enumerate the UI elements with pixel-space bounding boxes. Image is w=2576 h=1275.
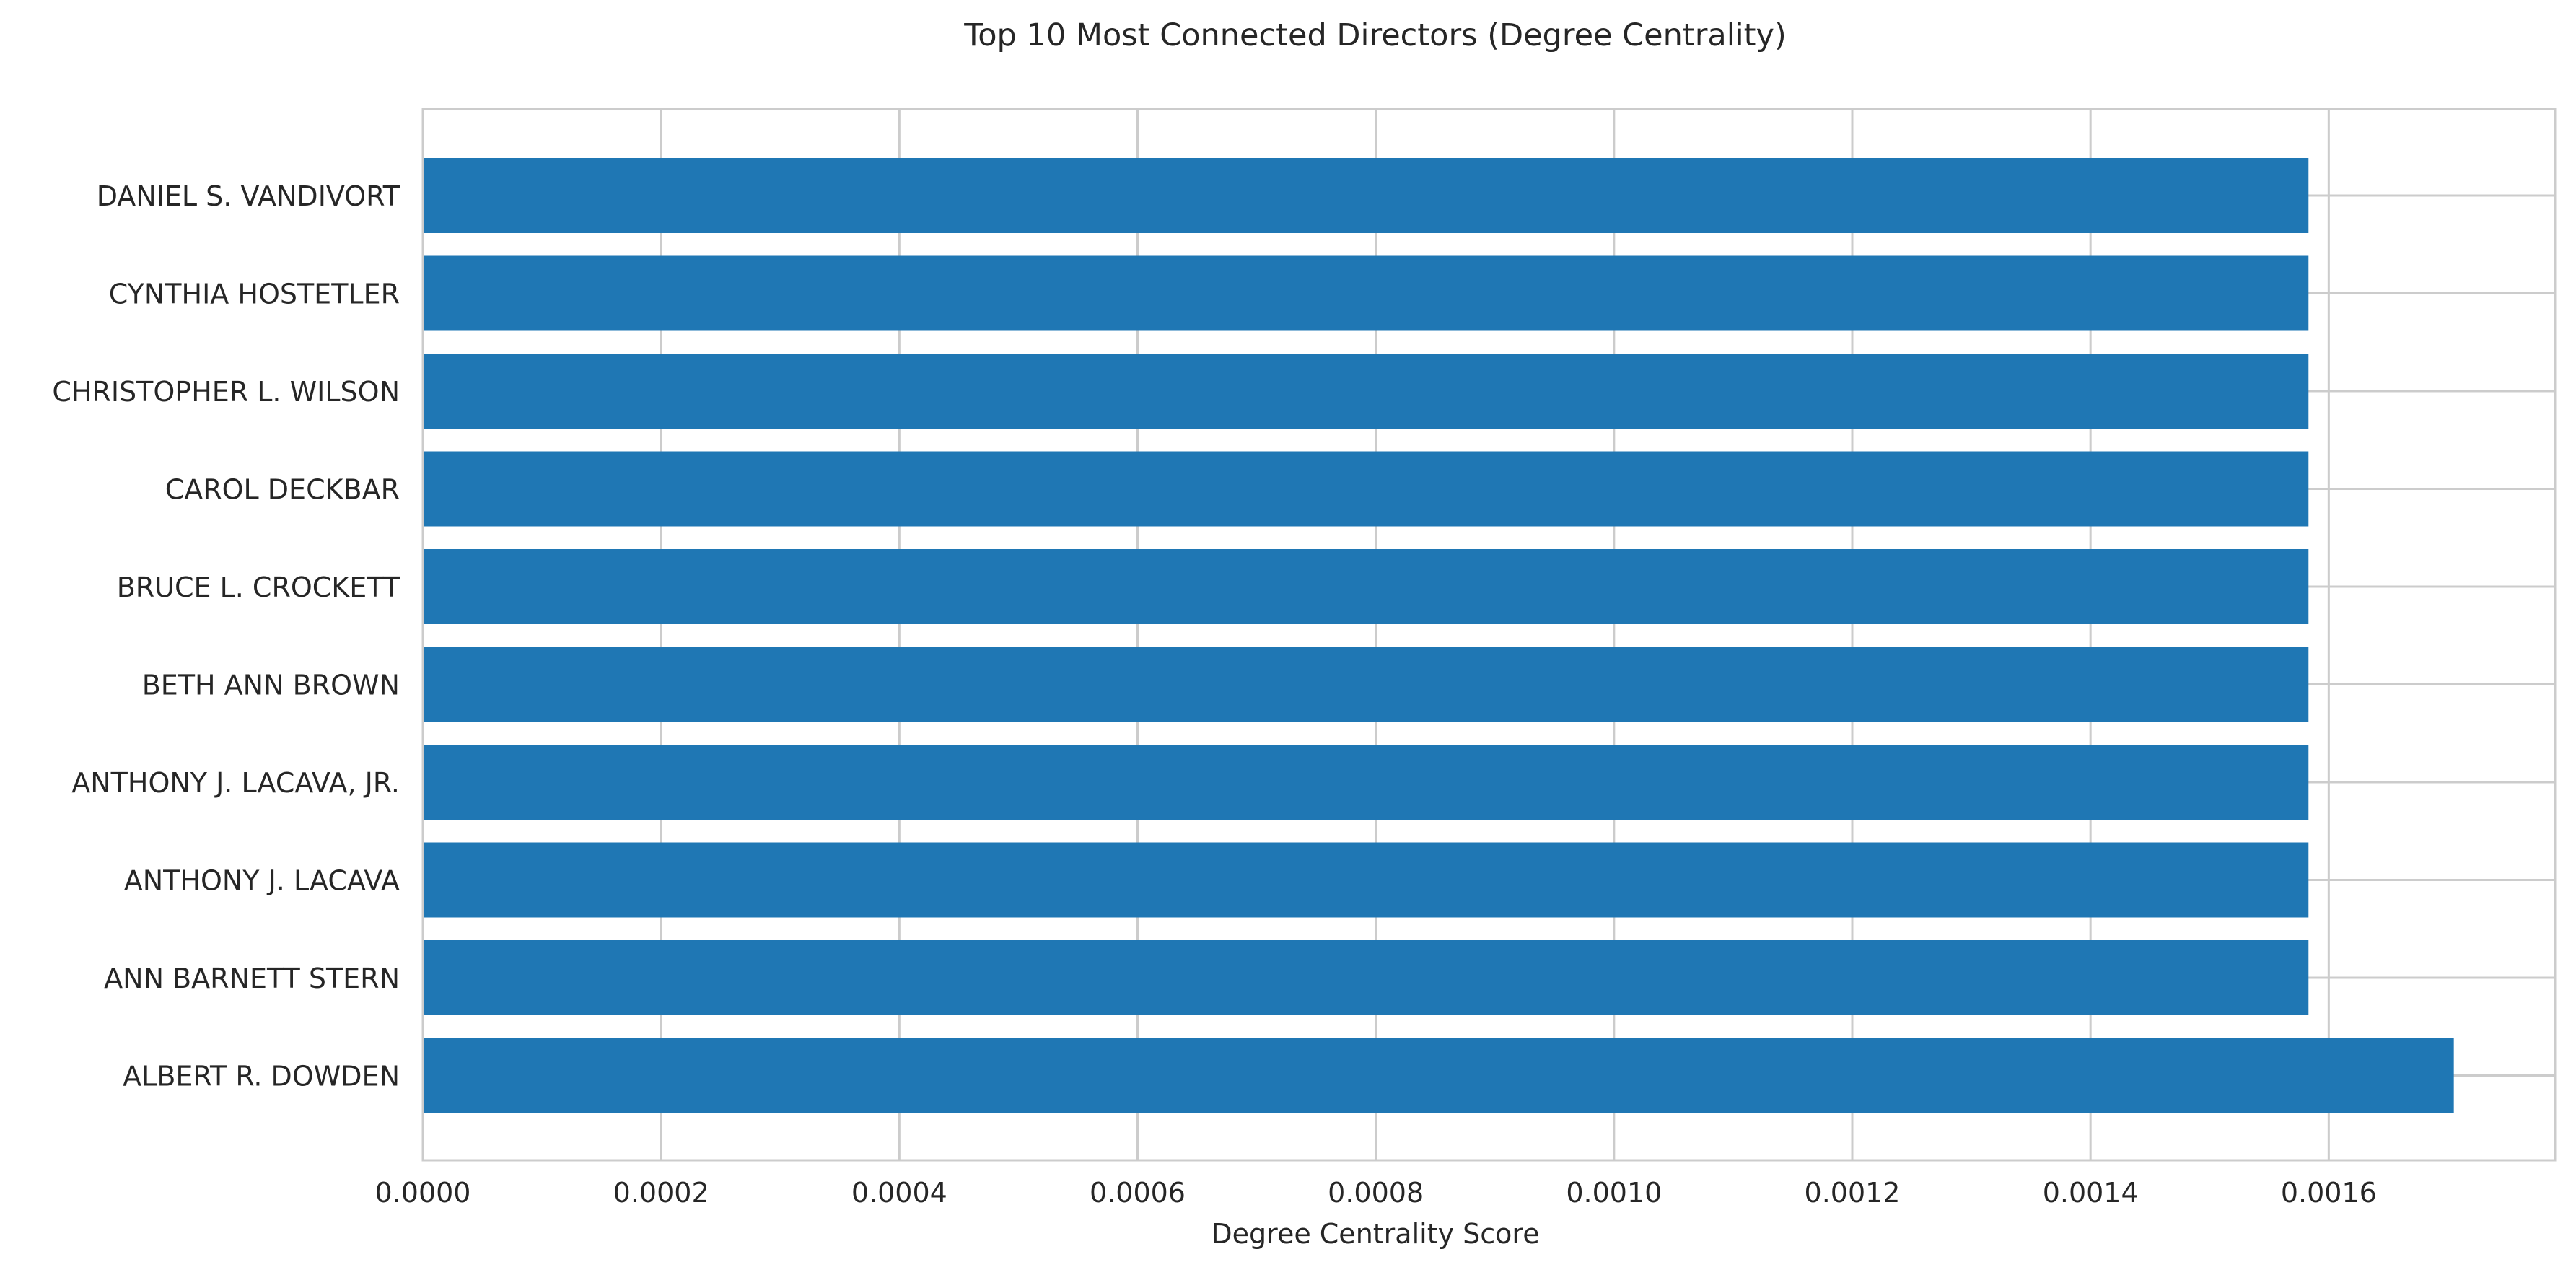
bar bbox=[423, 842, 2309, 918]
x-tick-label: 0.0006 bbox=[1090, 1177, 1186, 1209]
y-tick-label: BETH ANN BROWN bbox=[142, 670, 400, 701]
bar bbox=[423, 647, 2309, 722]
plot-frame bbox=[421, 108, 2557, 1162]
x-tick-label: 0.0016 bbox=[2281, 1177, 2377, 1209]
bar-layer bbox=[423, 158, 2454, 1113]
y-tick-label: CAROL DECKBAR bbox=[165, 474, 400, 506]
bar bbox=[423, 158, 2309, 233]
y-tick-label: DANIEL S. VANDIVORT bbox=[97, 180, 400, 212]
bar bbox=[423, 745, 2309, 820]
x-axis-label: Degree Centrality Score bbox=[1211, 1218, 1539, 1250]
y-tick-label: ANN BARNETT STERN bbox=[104, 963, 400, 994]
x-tick-label: 0.0002 bbox=[613, 1177, 709, 1209]
x-tick-labels: 0.0000 0.0002 0.0004 0.0006 0.0008 0.0010 0.00… bbox=[375, 1177, 2377, 1209]
y-tick-label: ALBERT R. DOWDEN bbox=[123, 1061, 400, 1092]
x-tick-label: 0.0000 bbox=[375, 1177, 471, 1209]
x-tick-label: 0.0008 bbox=[1328, 1177, 1424, 1209]
bar bbox=[423, 549, 2309, 624]
y-tick-label: CHRISTOPHER L. WILSON bbox=[52, 376, 400, 408]
x-tick-label: 0.0014 bbox=[2043, 1177, 2139, 1209]
y-tick-label: ANTHONY J. LACAVA, JR. bbox=[71, 767, 400, 799]
x-tick-label: 0.0010 bbox=[1566, 1177, 1662, 1209]
bar bbox=[423, 354, 2309, 429]
y-tick-label: BRUCE L. CROCKETT bbox=[117, 571, 400, 603]
bar bbox=[423, 451, 2309, 527]
bar bbox=[423, 255, 2309, 331]
bar bbox=[423, 1038, 2454, 1113]
x-tick-label: 0.0004 bbox=[851, 1177, 947, 1209]
y-tick-label: ANTHONY J. LACAVA bbox=[124, 865, 400, 897]
y-tick-labels: DANIEL S. VANDIVORT CYNTHIA HOSTETLER CHRI… bbox=[52, 180, 400, 1092]
y-tick-label: CYNTHIA HOSTETLER bbox=[109, 279, 400, 310]
bar bbox=[423, 940, 2309, 1015]
x-tick-label: 0.0012 bbox=[1805, 1177, 1901, 1209]
chart-title: Top 10 Most Connected Directors (Degree … bbox=[963, 17, 1787, 53]
